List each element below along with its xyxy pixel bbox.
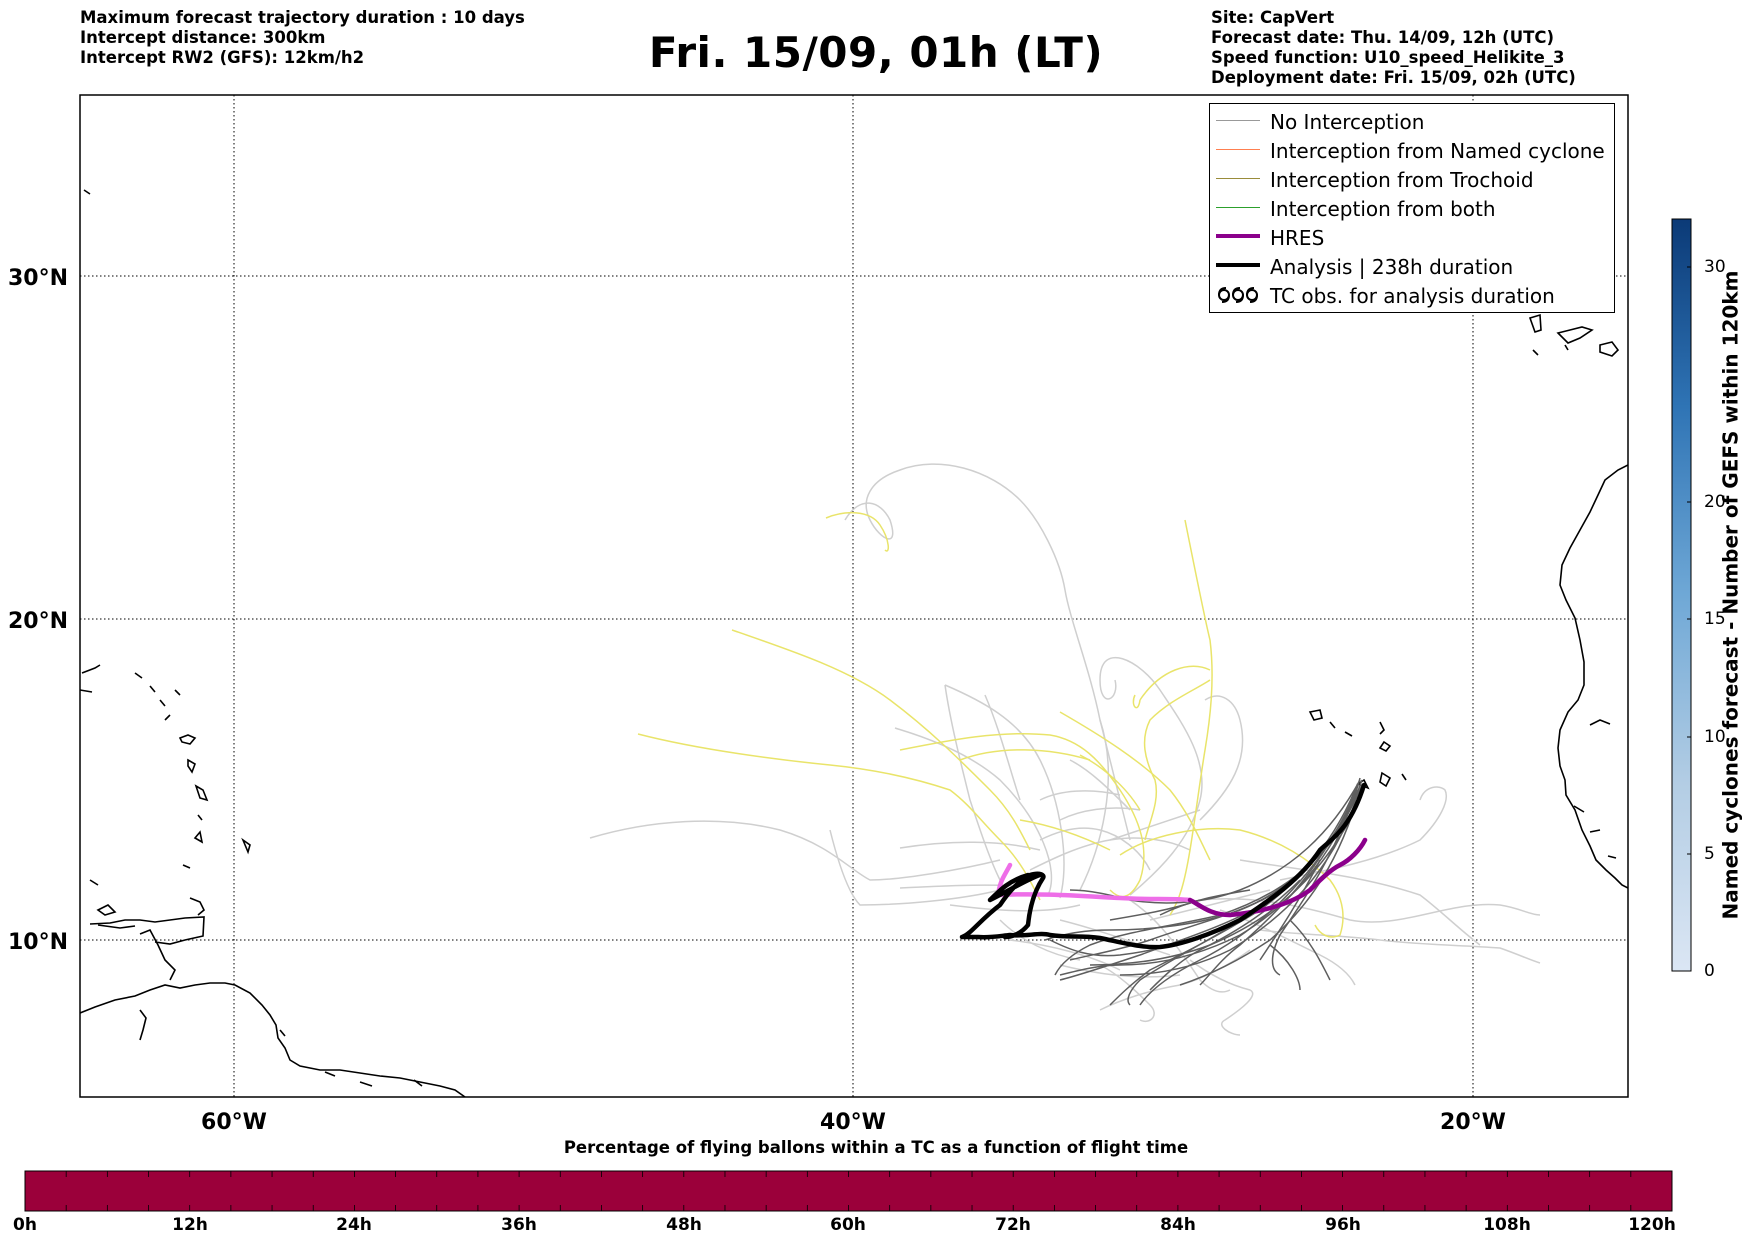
lon-labels: 60°W 40°W 20°W — [201, 1110, 1506, 1135]
lat-label-10n: 10°N — [8, 930, 68, 955]
legend-label: Analysis | 238h duration — [1270, 255, 1514, 279]
flight-time-tick: 96h — [1325, 1215, 1361, 1235]
legend-swatch — [1216, 207, 1260, 208]
flight-time-tick: 60h — [830, 1215, 866, 1235]
header-right-line-2: Forecast date: Thu. 14/09, 12h (UTC) — [1211, 28, 1555, 47]
header-right-line-4: Deployment date: Fri. 15/09, 02h (UTC) — [1211, 68, 1576, 87]
legend-swatch — [1216, 178, 1260, 179]
legend-item-named-cyclone: Interception from Named cyclone — [1210, 136, 1614, 165]
header-left-line-2: Intercept distance: 300km — [80, 28, 326, 47]
legend-swatch — [1216, 120, 1260, 121]
analysis-track — [959, 782, 1367, 950]
tc-symbol-icon — [1218, 287, 1258, 303]
header-left-line-3: Intercept RW2 (GFS): 12km/h2 — [80, 48, 365, 67]
flight-time-colorbar-title: Percentage of flying ballons within a TC… — [563, 1138, 1189, 1157]
cyclone-tick-0: 0 — [1704, 961, 1715, 981]
legend-label: No Interception — [1270, 110, 1425, 134]
header-right: Site: CapVert Forecast date: Thu. 14/09,… — [1211, 8, 1576, 88]
coastlines — [80, 189, 1628, 1097]
flight-time-colorbar-ticks — [65, 1171, 1632, 1211]
header-left-line-1: Maximum forecast trajectory duration : 1… — [80, 8, 525, 27]
map-title: Fri. 15/09, 01h (LT) — [648, 28, 1104, 77]
cyclone-colorbar-ticks — [1687, 266, 1691, 972]
lat-label-30n: 30°N — [8, 266, 68, 291]
lat-label-20n: 20°N — [8, 609, 68, 634]
cyclone-tick-5: 5 — [1704, 844, 1715, 864]
flight-time-tick: 24h — [336, 1215, 372, 1235]
cyclone-tick-20: 20 — [1704, 492, 1726, 512]
flight-time-tick: 84h — [1160, 1215, 1196, 1235]
legend-swatch — [1216, 234, 1260, 238]
hres-track — [1187, 837, 1368, 918]
lon-label-20w: 20°W — [1440, 1110, 1506, 1135]
flight-time-tick: 108h — [1483, 1215, 1531, 1235]
cyclone-tick-15: 15 — [1704, 609, 1726, 629]
header-right-line-1: Site: CapVert — [1211, 8, 1335, 27]
lon-label-60w: 60°W — [201, 1110, 267, 1135]
flight-time-tick: 0h — [13, 1215, 37, 1235]
flight-time-tick: 36h — [501, 1215, 537, 1235]
lat-labels: 30°N 20°N 10°N — [8, 266, 68, 955]
flight-time-tick: 120h — [1628, 1215, 1676, 1235]
flight-time-tick: 48h — [666, 1215, 702, 1235]
header-right-line-3: Speed function: U10_speed_Helikite_3 — [1211, 48, 1565, 67]
cyclone-colorbar-label: Named cyclones forecast - Number of GEFS… — [1717, 270, 1742, 920]
grid-lines — [80, 95, 1628, 1097]
cyclone-tick-10: 10 — [1704, 727, 1726, 747]
flight-time-tick: 12h — [172, 1215, 208, 1235]
legend-item-both: Interception from both — [1210, 194, 1614, 223]
lon-label-40w: 40°W — [820, 1110, 886, 1135]
flight-time-colorbar — [24, 1170, 1673, 1212]
legend-label: Interception from Trochoid — [1270, 168, 1534, 192]
cyclone-colorbar — [1671, 218, 1692, 972]
legend-item-trochoid: Interception from Trochoid — [1210, 165, 1614, 194]
legend-label: HRES — [1270, 226, 1325, 250]
legend-item-hres: HRES — [1210, 223, 1614, 252]
yellow-tracks — [637, 511, 1344, 938]
legend-item-analysis: Analysis | 238h duration — [1210, 252, 1614, 281]
header-left: Maximum forecast trajectory duration : 1… — [80, 8, 525, 68]
legend-item-no-interception: No Interception — [1210, 107, 1614, 136]
legend-swatch — [1216, 263, 1260, 267]
legend-label: Interception from both — [1270, 197, 1496, 221]
legend-swatch — [1216, 149, 1260, 150]
cyclone-tick-30: 30 — [1704, 257, 1726, 277]
legend-label: Interception from Named cyclone — [1270, 139, 1605, 163]
legend-label: TC obs. for analysis duration — [1270, 284, 1555, 308]
flight-time-tick: 72h — [995, 1215, 1031, 1235]
legend: No Interception Interception from Named … — [1209, 103, 1615, 313]
legend-item-tc-obs: TC obs. for analysis duration — [1210, 281, 1614, 310]
